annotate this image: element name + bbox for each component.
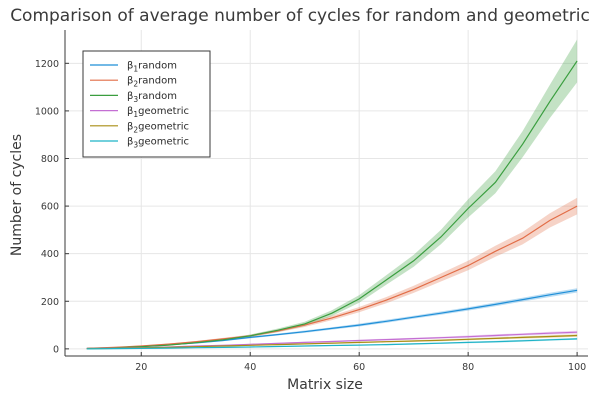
y-tick-label: 800 — [41, 154, 59, 165]
axes — [64, 30, 588, 357]
y-tick-label: 600 — [41, 202, 59, 213]
legend-entry-1: β1random — [127, 61, 177, 74]
legend-entry-4: β1geometric — [127, 106, 189, 119]
series-line-6 — [86, 338, 578, 350]
legend-entry-5: β2geometric — [127, 121, 189, 134]
legend-entry-2: β2random — [127, 76, 177, 89]
y-tick-label: 1200 — [35, 59, 59, 70]
y-axis-label: Number of cycles — [9, 134, 25, 256]
x-tick-label: 40 — [244, 362, 256, 373]
chart-title: Comparison of average number of cycles f… — [10, 6, 590, 26]
legend: β1random β2random β3random β1geometric β2geo… — [82, 50, 211, 158]
series-line-5 — [86, 334, 578, 350]
x-tick-label: 60 — [353, 362, 365, 373]
x-tick-label: 100 — [568, 362, 586, 373]
y-tick-label: 200 — [41, 297, 59, 308]
x-axis-label: Matrix size — [287, 377, 363, 393]
legend-box — [82, 50, 211, 158]
y-tick-label: 0 — [53, 344, 59, 355]
series-lines — [86, 60, 578, 350]
y-tick-label: 400 — [41, 249, 59, 260]
x-tick-label: 80 — [462, 362, 474, 373]
series-band-3 — [86, 39, 578, 349]
legend-entry-6: β3geometric — [127, 137, 189, 150]
legend-entry-3: β3random — [127, 91, 177, 104]
series-line-2 — [86, 205, 578, 349]
series-line-3 — [86, 60, 578, 350]
x-tick-label: 20 — [135, 362, 147, 373]
grid-lines — [65, 30, 588, 356]
y-tick-label: 1000 — [35, 106, 59, 117]
